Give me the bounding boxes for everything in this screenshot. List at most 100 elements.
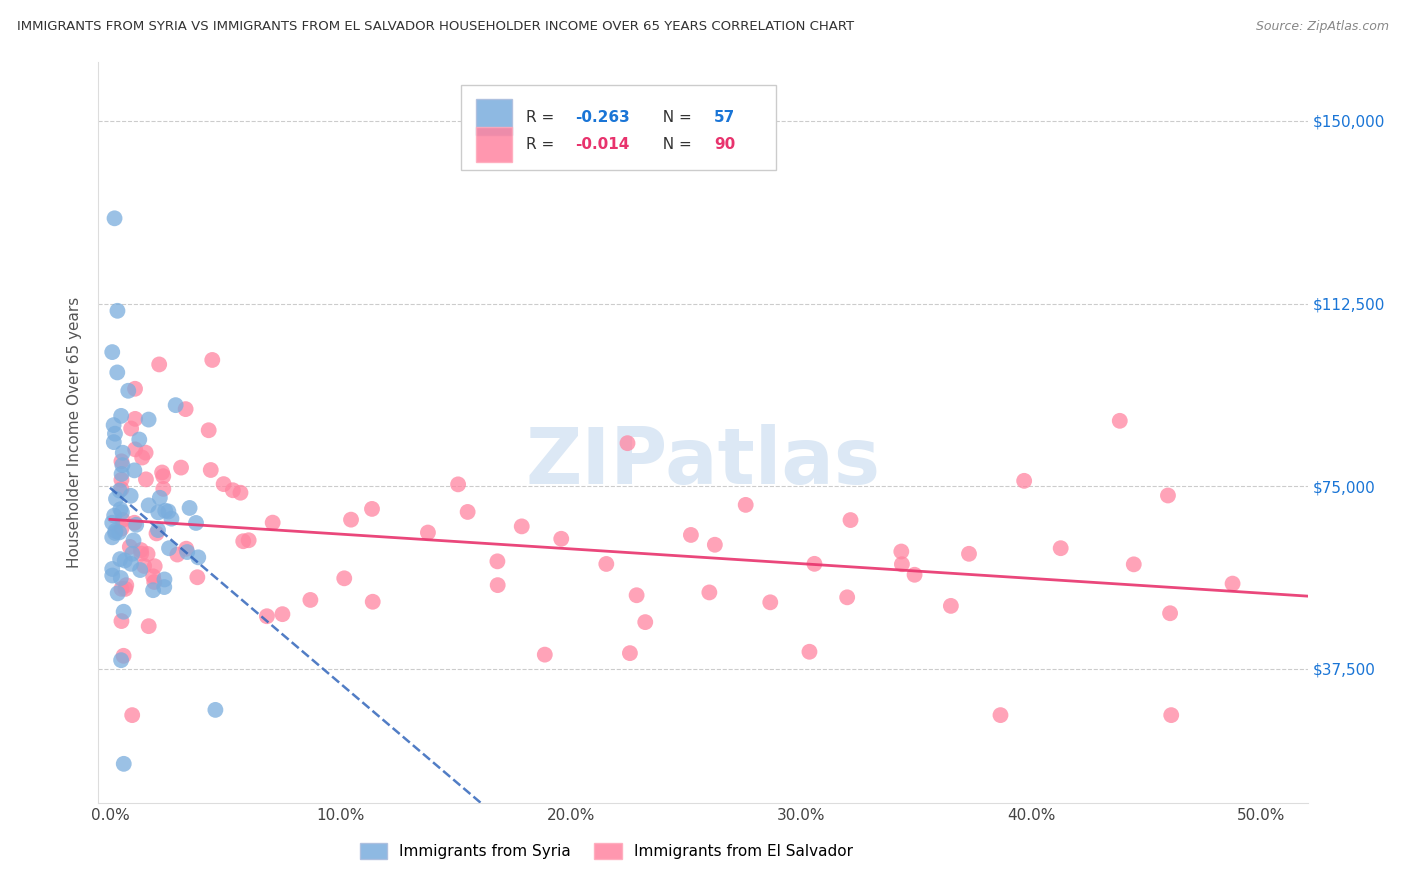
Point (155, 504, 177, 518)
Point (111, 505, 134, 519)
Point (550, 532, 572, 546)
Point (149, 491, 172, 505)
Point (103, 211, 125, 226)
Point (138, 412, 160, 426)
Text: IMMIGRANTS FROM SYRIA VS IMMIGRANTS FROM EL SALVADOR HOUSEHOLDER INCOME OVER 65 : IMMIGRANTS FROM SYRIA VS IMMIGRANTS FROM… (17, 20, 853, 33)
Point (104, 525, 127, 540)
Point (124, 516, 146, 530)
Point (110, 582, 132, 596)
Point (103, 508, 125, 523)
Point (271, 607, 294, 622)
Point (990, 708, 1012, 723)
Point (129, 547, 152, 561)
Point (626, 588, 648, 602)
Point (197, 423, 219, 437)
Point (212, 477, 235, 491)
Point (174, 541, 197, 556)
Point (238, 533, 260, 548)
Point (256, 609, 278, 624)
Point (166, 548, 188, 562)
FancyBboxPatch shape (475, 127, 512, 162)
Point (125, 517, 148, 532)
Point (110, 614, 132, 628)
Point (299, 593, 322, 607)
Point (124, 463, 146, 477)
Point (457, 505, 479, 519)
Point (105, 366, 128, 380)
Point (124, 382, 146, 396)
Point (1160, 708, 1182, 723)
Point (131, 450, 153, 465)
Point (890, 544, 912, 558)
FancyBboxPatch shape (461, 85, 776, 169)
Point (361, 595, 384, 609)
Point (150, 466, 173, 480)
Point (1108, 414, 1130, 428)
Text: R =: R = (526, 110, 560, 125)
Point (759, 595, 782, 609)
Point (115, 578, 138, 592)
Point (121, 547, 143, 561)
Point (616, 436, 638, 450)
Point (145, 526, 167, 541)
Text: 90: 90 (714, 137, 735, 153)
Point (201, 353, 224, 368)
Point (837, 591, 859, 605)
Point (200, 463, 222, 477)
Point (333, 571, 356, 585)
Point (148, 505, 170, 519)
Point (799, 645, 821, 659)
Point (619, 646, 641, 660)
Point (110, 409, 132, 423)
Point (122, 533, 145, 548)
Point (174, 402, 197, 417)
Point (104, 524, 127, 538)
Point (734, 498, 756, 512)
Point (160, 511, 183, 525)
Point (361, 502, 384, 516)
Point (117, 384, 139, 398)
Point (634, 615, 657, 629)
Text: N =: N = (654, 137, 697, 153)
Point (232, 534, 254, 549)
Point (110, 482, 132, 496)
Point (110, 522, 132, 536)
Point (262, 516, 284, 530)
Point (101, 345, 124, 359)
Point (112, 756, 135, 771)
Point (533, 648, 555, 662)
Point (110, 454, 132, 468)
Point (142, 569, 165, 583)
Text: Source: ZipAtlas.com: Source: ZipAtlas.com (1256, 20, 1389, 33)
Point (101, 568, 124, 582)
Point (135, 445, 157, 459)
Point (903, 567, 925, 582)
Point (179, 500, 201, 515)
Point (121, 708, 143, 723)
Point (124, 442, 146, 457)
Point (152, 469, 174, 483)
Point (114, 582, 136, 596)
Point (1049, 541, 1071, 556)
Point (1157, 488, 1180, 502)
Point (1159, 606, 1181, 620)
Point (103, 418, 125, 433)
Point (110, 467, 132, 481)
Point (114, 553, 136, 567)
Point (1122, 558, 1144, 572)
Point (142, 583, 165, 598)
Point (153, 580, 176, 594)
Point (1012, 474, 1035, 488)
Point (416, 525, 439, 540)
Point (839, 513, 862, 527)
Point (939, 599, 962, 613)
Point (184, 516, 207, 530)
Point (486, 578, 509, 592)
Point (108, 525, 131, 540)
Point (103, 435, 125, 450)
Point (112, 605, 135, 619)
Point (134, 558, 156, 573)
Point (111, 458, 134, 472)
Point (105, 491, 128, 506)
Point (957, 547, 980, 561)
